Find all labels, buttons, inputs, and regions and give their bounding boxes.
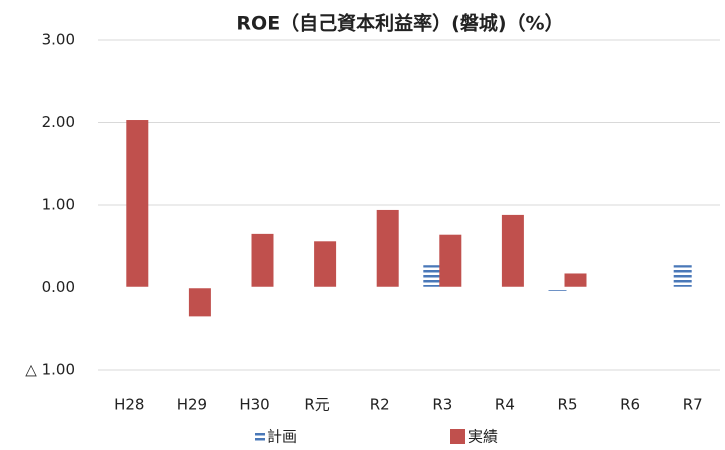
y-tick-label: △ 1.00 [25, 361, 75, 379]
x-tick-label: H30 [239, 396, 269, 414]
x-tick-label: R2 [370, 396, 390, 414]
x-tick-label: R元 [304, 396, 329, 414]
bar [673, 265, 692, 288]
x-tick-label: R7 [683, 396, 703, 414]
bar [423, 265, 442, 288]
bar [188, 287, 211, 317]
legend-marker [255, 433, 265, 436]
x-tick-label: R3 [432, 396, 452, 414]
bar [501, 214, 524, 288]
bar [548, 287, 567, 291]
y-tick-label: 1.00 [42, 196, 75, 214]
bar [126, 120, 149, 288]
x-tick-label: R4 [495, 396, 515, 414]
legend-label: 計画 [267, 428, 297, 446]
bar [314, 241, 337, 288]
y-tick-label: 0.00 [42, 278, 75, 296]
legend-marker [450, 429, 465, 444]
bar [376, 209, 399, 288]
bar [564, 273, 587, 288]
y-tick-label: 2.00 [42, 113, 75, 131]
bar [439, 234, 462, 288]
legend-label: 実績 [468, 428, 498, 446]
x-tick-label: R6 [620, 396, 640, 414]
bar [251, 233, 274, 288]
bar [611, 287, 630, 290]
legend-marker [255, 438, 265, 441]
chart-title: ROE（自己資本利益率）(磐城)（%） [236, 12, 563, 35]
y-tick-label: 3.00 [42, 31, 75, 49]
x-tick-label: H29 [177, 396, 207, 414]
x-tick-label: R5 [558, 396, 578, 414]
x-tick-label: H28 [114, 396, 144, 414]
